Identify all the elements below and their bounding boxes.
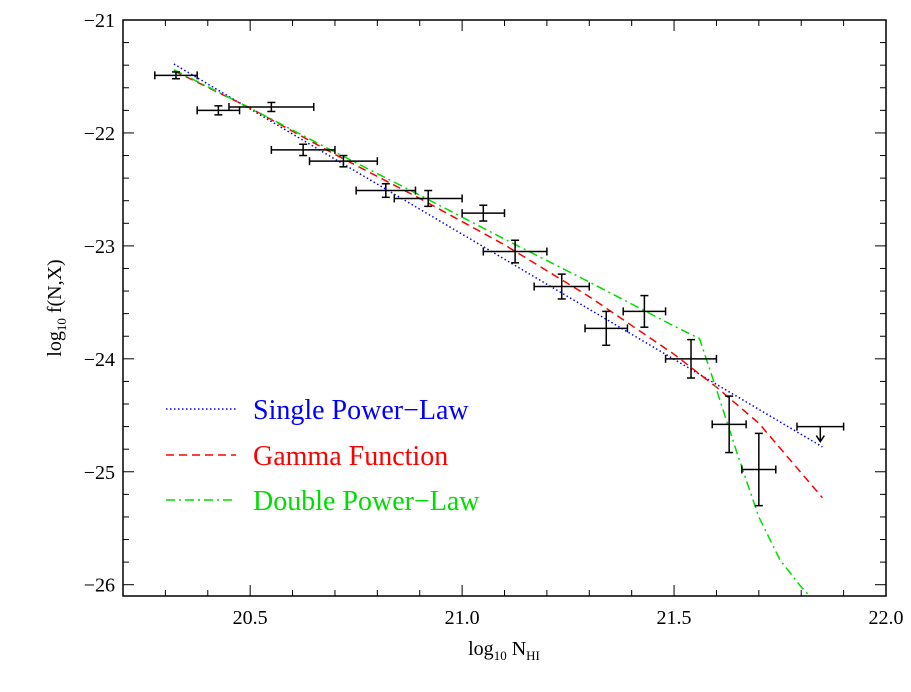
data-points bbox=[154, 71, 845, 507]
limit-arrow-head bbox=[815, 435, 825, 443]
data-point bbox=[393, 189, 463, 208]
data-point bbox=[664, 338, 718, 379]
series-line bbox=[173, 69, 811, 597]
series-line bbox=[173, 70, 823, 499]
y-tick-label: −25 bbox=[84, 462, 115, 484]
legend-label: Single Power−Law bbox=[253, 395, 469, 426]
x-tick-label: 21.5 bbox=[657, 607, 692, 629]
data-point bbox=[584, 310, 629, 347]
x-tick-label: 21.0 bbox=[445, 607, 480, 629]
data-point bbox=[711, 395, 747, 454]
model-curves bbox=[173, 63, 823, 597]
data-point bbox=[533, 273, 591, 300]
series-line bbox=[173, 63, 823, 448]
legend-label: Gamma Function bbox=[253, 441, 448, 472]
data-point bbox=[270, 143, 336, 157]
y-tick-label: −24 bbox=[84, 349, 115, 371]
legend: Single Power−Law Gamma Function Double Pow… bbox=[166, 395, 480, 517]
y-axis-label: log10 f(N,X) bbox=[44, 259, 69, 356]
x-tick-label: 20.5 bbox=[233, 607, 268, 629]
data-point bbox=[355, 183, 417, 199]
data-point bbox=[741, 432, 777, 507]
y-axis: −26 −25 −24 −23 −22 −21 bbox=[84, 10, 886, 597]
y-tick-label: −26 bbox=[84, 575, 115, 597]
data-point bbox=[622, 294, 667, 328]
x-axis-label: log10 NHI bbox=[468, 638, 540, 663]
data-point bbox=[482, 239, 548, 264]
legend-label: Double Power−Law bbox=[253, 486, 480, 517]
upper-limit-point bbox=[796, 422, 845, 443]
x-axis: 20.5 21.0 21.5 22.0 bbox=[122, 20, 904, 629]
x-tick-label: 22.0 bbox=[869, 607, 904, 629]
y-tick-label: −22 bbox=[84, 123, 115, 145]
data-point bbox=[308, 154, 379, 168]
data-point bbox=[154, 71, 198, 80]
y-tick-label: −21 bbox=[84, 10, 115, 32]
y-tick-label: −23 bbox=[84, 236, 115, 258]
data-point bbox=[228, 101, 315, 113]
data-point bbox=[461, 204, 506, 222]
